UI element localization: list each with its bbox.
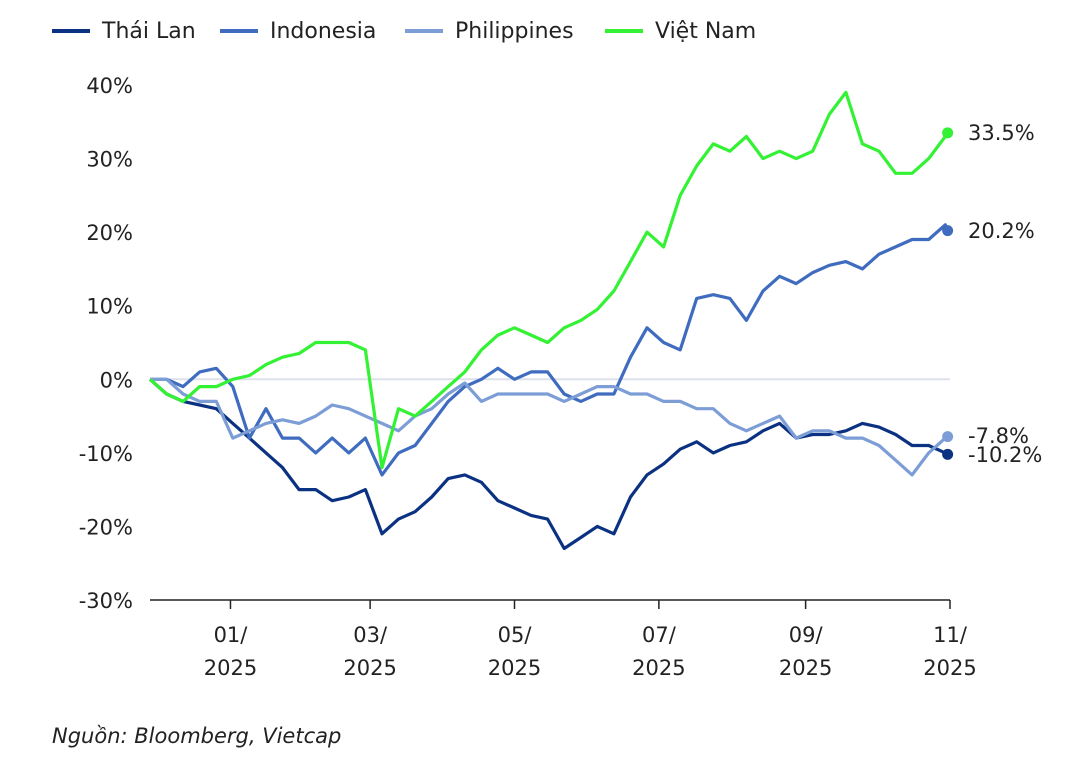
x-tick-label: 2025 bbox=[488, 656, 541, 680]
x-tick-label: 03/ bbox=[353, 623, 388, 647]
x-tick-label: 11/ bbox=[933, 623, 968, 647]
series-line-0 bbox=[148, 378, 949, 551]
legend: Thái Lan Indonesia Philippines Việt Nam bbox=[52, 19, 756, 44]
x-tick-label: 2025 bbox=[343, 656, 396, 680]
series-line-2 bbox=[150, 377, 949, 477]
legend-label: Philippines bbox=[455, 19, 574, 44]
x-tick-label: 01/ bbox=[214, 623, 249, 647]
end-marker bbox=[942, 225, 954, 237]
x-tick-label: 2025 bbox=[923, 656, 976, 680]
y-tick-label: -20% bbox=[79, 515, 133, 539]
x-tick-label: 09/ bbox=[789, 623, 824, 647]
x-axis: 01/2025 03/2025 05/2025 07/2025 09/2025 11/20… bbox=[150, 599, 977, 680]
x-tick-label: 2025 bbox=[779, 656, 832, 680]
end-value-label: 33.5% bbox=[968, 121, 1035, 145]
y-tick-label: -30% bbox=[79, 589, 133, 613]
end-marker bbox=[942, 448, 954, 460]
legend-label: Thái Lan bbox=[101, 19, 196, 44]
y-tick-label: 20% bbox=[86, 221, 133, 245]
end-marker bbox=[942, 127, 954, 139]
end-value-label: -10.2% bbox=[968, 443, 1042, 467]
legend-label: Indonesia bbox=[270, 19, 376, 44]
x-tick-label: 07/ bbox=[642, 623, 677, 647]
end-marker bbox=[942, 431, 954, 443]
y-tick-label: 0% bbox=[100, 368, 133, 392]
x-tick-label: 05/ bbox=[498, 623, 533, 647]
y-tick-label: 40% bbox=[86, 74, 133, 98]
series-line-3 bbox=[148, 90, 949, 470]
y-tick-label: 10% bbox=[86, 295, 133, 319]
end-value-label: 20.2% bbox=[968, 219, 1035, 243]
y-axis: 40% 30% 20% 10% 0% -10% -20% -30% bbox=[79, 74, 950, 613]
series-lines bbox=[148, 90, 950, 551]
x-tick-label: 2025 bbox=[204, 656, 257, 680]
legend-label: Việt Nam bbox=[655, 19, 756, 44]
y-tick-label: 30% bbox=[86, 148, 133, 172]
end-labels: -10.2% 20.2% -7.8% 33.5% bbox=[942, 121, 1042, 467]
source-note: Nguồn: Bloomberg, Vietcap bbox=[52, 724, 341, 748]
y-tick-label: -10% bbox=[79, 442, 133, 466]
x-tick-label: 2025 bbox=[632, 656, 685, 680]
series-line-1 bbox=[150, 223, 950, 477]
end-value-label: -7.8% bbox=[968, 424, 1029, 448]
